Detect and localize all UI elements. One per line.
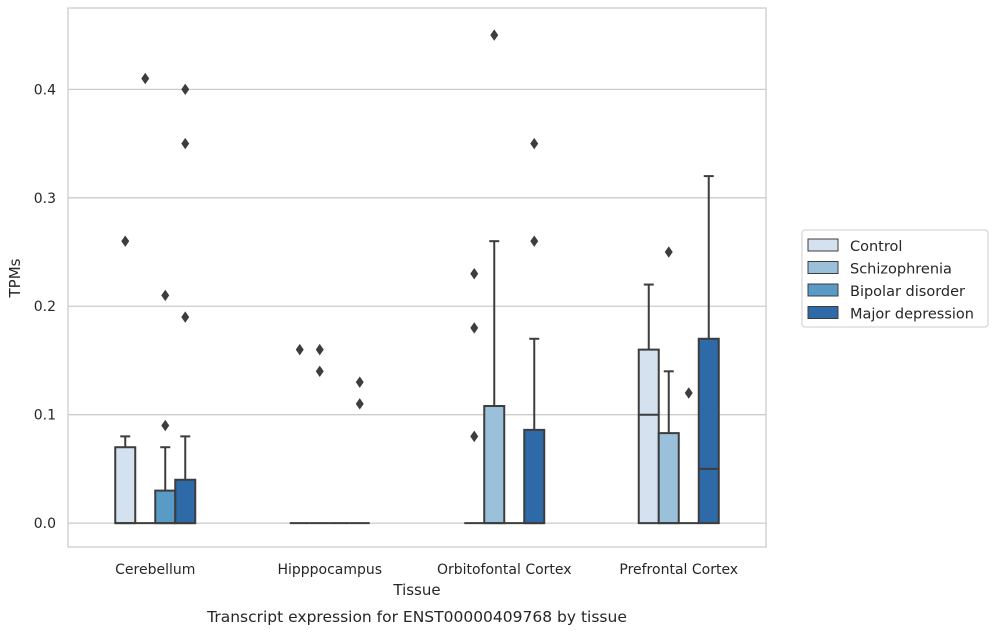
outlier-point: [684, 387, 693, 399]
outlier-point: [121, 235, 130, 247]
legend-label: Control: [850, 239, 902, 255]
box: [114, 446, 137, 525]
box: [154, 489, 177, 525]
y-tick-label: 0.4: [34, 82, 56, 98]
outlier-point: [664, 246, 673, 258]
outlier-point: [355, 376, 364, 388]
outlier-point: [181, 311, 190, 323]
box: [637, 348, 660, 525]
box: [697, 337, 720, 525]
outlier-point: [470, 322, 479, 334]
y-tick-label: 0.0: [34, 516, 56, 532]
chart-caption: Transcript expression for ENST0000040976…: [206, 608, 627, 626]
category-group: [289, 343, 370, 525]
legend: Control Schizophrenia Bipolar disorder Majo…: [801, 229, 989, 328]
outlier-point: [490, 29, 499, 41]
category-group: [464, 29, 546, 525]
category-group: [637, 175, 720, 525]
outlier-point: [161, 419, 170, 432]
outlier-point: [355, 398, 364, 410]
category-group: [114, 72, 197, 525]
legend-swatch: [807, 306, 839, 319]
x-axis-label: Tissue: [392, 581, 440, 599]
legend-label: Major depression: [850, 307, 974, 323]
x-tick-label: Hipppocampus: [277, 562, 382, 578]
outlier-point: [530, 137, 539, 150]
box: [174, 478, 197, 525]
outlier-point: [470, 430, 479, 443]
outlier-point: [295, 343, 304, 356]
outlier-point: [141, 72, 150, 85]
box: [483, 405, 506, 525]
x-tick-label: Prefrontal Cortex: [619, 562, 738, 578]
legend-swatch: [807, 238, 839, 252]
outlier-point: [181, 137, 190, 150]
y-tick-label: 0.1: [34, 408, 56, 424]
outlier-point: [315, 343, 324, 356]
outlier-point: [161, 289, 170, 302]
outlier-point: [470, 268, 479, 280]
x-tick-label: Cerebellum: [115, 562, 195, 578]
legend-label: Bipolar disorder: [850, 284, 965, 300]
y-tick-label: 0.3: [34, 191, 56, 207]
x-tick-labels: Cerebellum Hipppocampus Orbitofontal Corte…: [115, 562, 738, 578]
plot-frame: [67, 7, 767, 548]
outlier-point: [181, 83, 190, 96]
legend-frame: [801, 229, 989, 328]
outlier-point: [530, 235, 539, 247]
box: [657, 432, 680, 525]
y-tick-label: 0.2: [34, 299, 56, 315]
box: [523, 428, 546, 525]
legend-label: Schizophrenia: [850, 262, 952, 278]
y-axis-label: TPMs: [6, 258, 24, 298]
outlier-point: [315, 365, 324, 378]
legend-swatch: [807, 283, 839, 297]
x-tick-label: Orbitofontal Cortex: [437, 562, 572, 578]
y-tick-labels: 0.0 0.1 0.2 0.3 0.4: [34, 82, 56, 532]
legend-swatch: [807, 261, 839, 274]
box-groups: [114, 29, 720, 525]
